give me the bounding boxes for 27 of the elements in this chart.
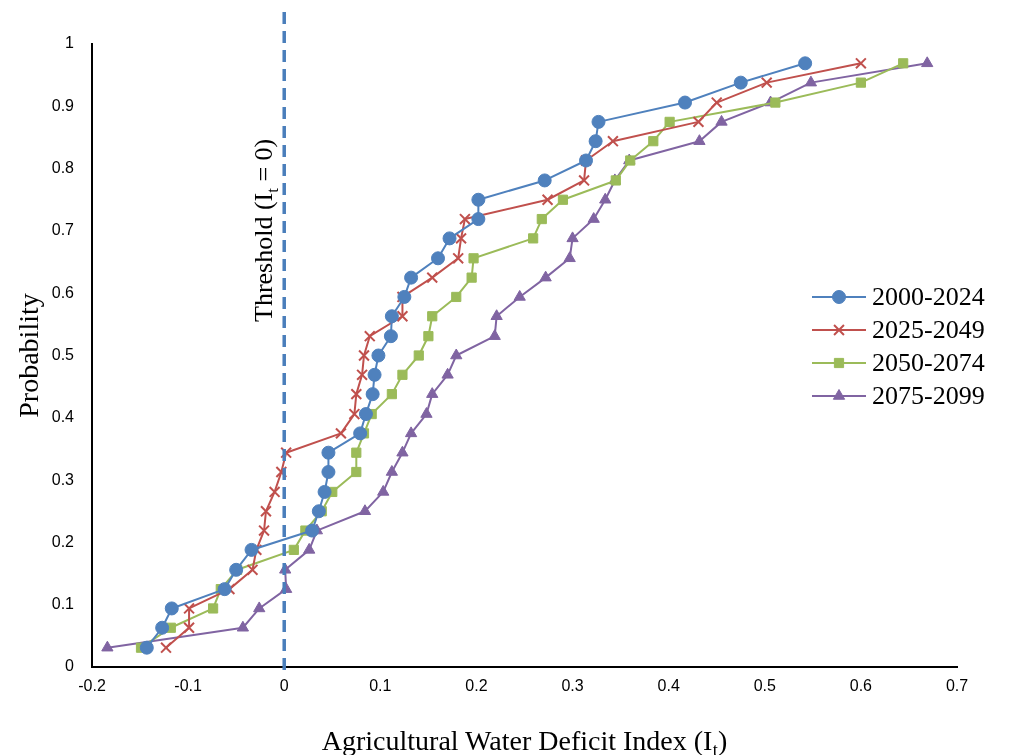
y-tick-label: 0: [65, 657, 75, 675]
y-tick-label: 0.3: [51, 470, 75, 488]
x-tick-label: 0.7: [945, 677, 969, 695]
x-tick-label: 0.3: [561, 677, 584, 695]
x-tick-label: 0.2: [465, 677, 488, 695]
y-tick-label: 0.5: [51, 345, 75, 363]
x-tick-label: 0.6: [849, 677, 873, 695]
x-tick-label: -0.2: [78, 677, 106, 695]
y-axis-title: Probability: [13, 293, 44, 418]
x-tick-label: 0.4: [657, 677, 680, 695]
y-tick-label: 0.6: [51, 283, 75, 301]
x-tick-label: -0.1: [174, 677, 202, 695]
x-tick-label: 0.1: [369, 677, 392, 695]
ref-line-label: Threshold (It = 0): [249, 138, 282, 322]
y-tick-label: 0.7: [51, 221, 75, 239]
legend-label: 2025-2049: [872, 314, 985, 344]
x-tick-label: 0: [279, 677, 289, 695]
y-tick-label: 0.8: [51, 159, 75, 177]
x-tick-label: 0.5: [753, 677, 776, 695]
y-tick-label: 0.4: [51, 408, 75, 426]
legend-label: 2050-2074: [872, 347, 985, 377]
legend-label: 2000-2024: [872, 281, 985, 311]
legend-label: 2075-2099: [872, 380, 985, 410]
y-tick-label: 1: [65, 34, 75, 52]
y-tick-label: 0.9: [51, 96, 75, 114]
y-tick-label: 0.1: [51, 595, 75, 613]
y-tick-label: 0.2: [51, 532, 75, 550]
